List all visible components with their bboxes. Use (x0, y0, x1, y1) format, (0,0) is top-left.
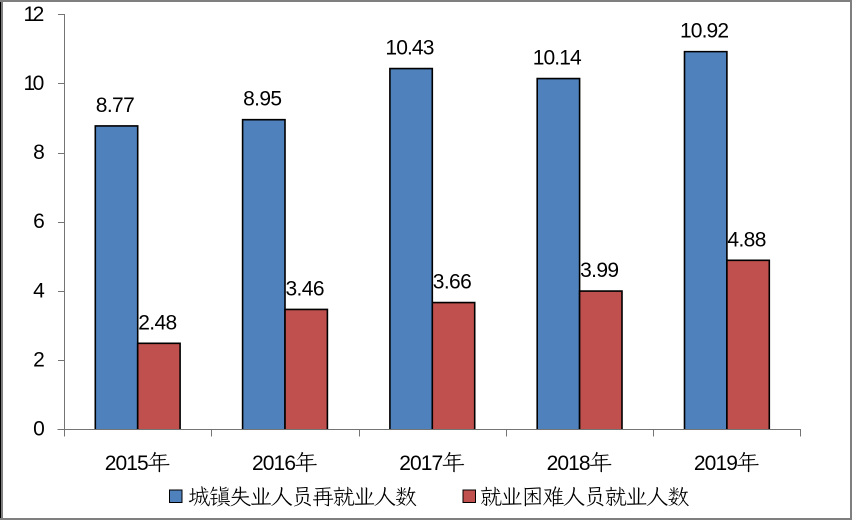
svg-text:10.92: 10.92 (680, 20, 729, 43)
svg-text:3.66: 3.66 (433, 271, 472, 294)
svg-text:4: 4 (33, 279, 45, 302)
svg-text:3.99: 3.99 (580, 259, 619, 282)
svg-text:2016: 2016 (252, 452, 296, 475)
svg-text:2: 2 (33, 348, 45, 371)
svg-text:10.14: 10.14 (533, 47, 582, 70)
svg-text:8.77: 8.77 (96, 94, 135, 117)
svg-text:0: 0 (33, 418, 45, 441)
svg-text:10: 10 (24, 72, 45, 95)
svg-text:2015: 2015 (105, 452, 149, 475)
svg-text:3.46: 3.46 (286, 277, 325, 300)
svg-text:10.43: 10.43 (385, 37, 434, 60)
svg-text:2.48: 2.48 (138, 311, 177, 334)
svg-text:4.88: 4.88 (727, 228, 766, 251)
svg-text:8: 8 (33, 141, 45, 164)
svg-text:2018: 2018 (547, 452, 591, 475)
svg-text:2017: 2017 (399, 452, 443, 475)
svg-text:12: 12 (24, 3, 45, 26)
svg-text:6: 6 (33, 210, 45, 233)
svg-text:8.95: 8.95 (243, 88, 282, 111)
svg-text:2019: 2019 (694, 452, 738, 475)
